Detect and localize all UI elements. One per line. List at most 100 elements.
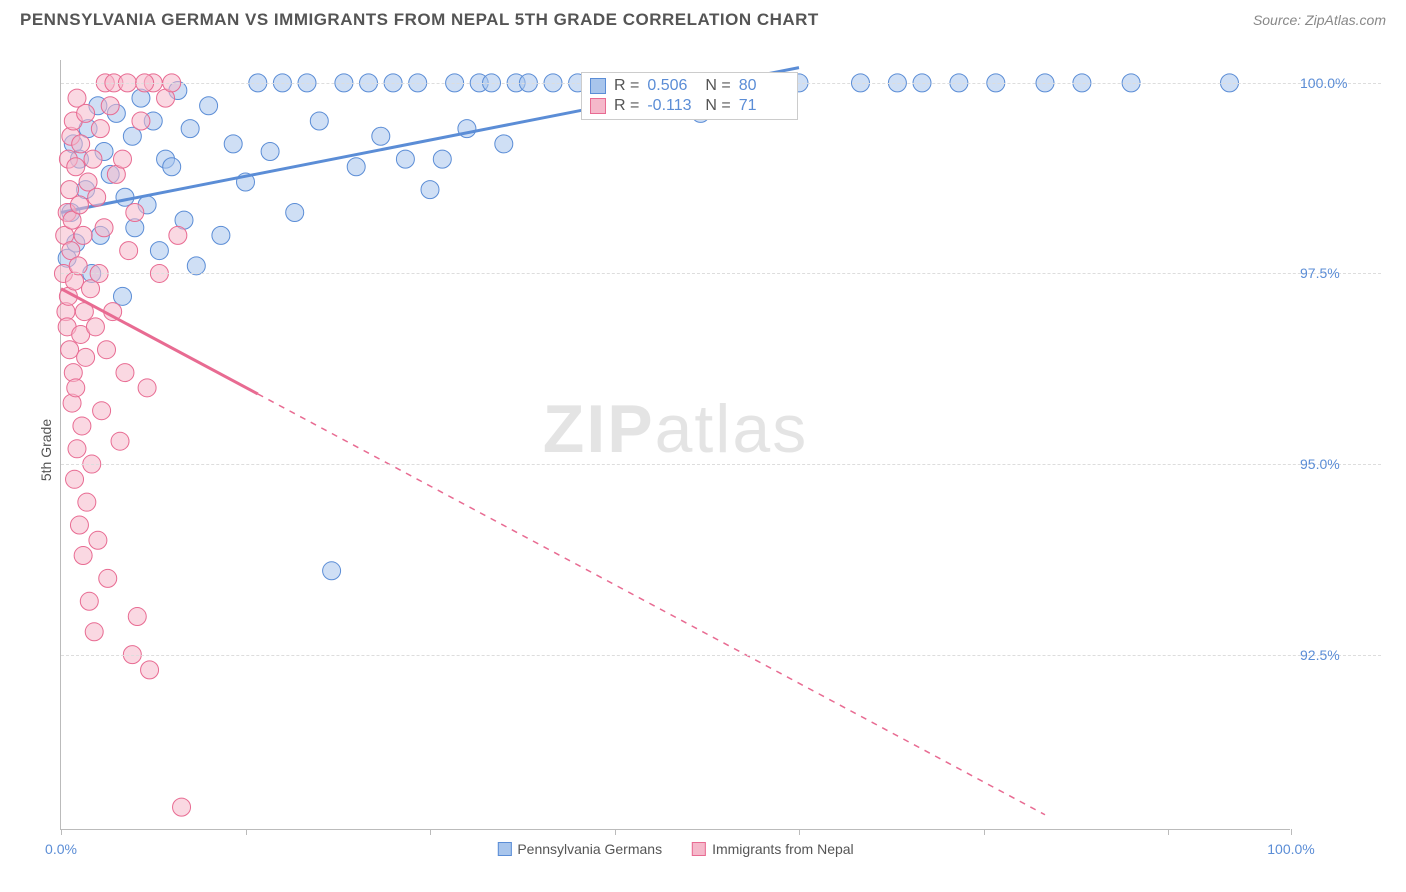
scatter-point [138,379,156,397]
stats-n-label: N = [705,97,730,115]
scatter-point [132,112,150,130]
stats-swatch [590,78,606,94]
scatter-point [421,181,439,199]
scatter-point [310,112,328,130]
scatter-point [73,417,91,435]
scatter-point [120,242,138,260]
scatter-point [61,181,79,199]
y-tick-label: 92.5% [1300,647,1370,663]
scatter-point [169,226,187,244]
scatter-point [126,203,144,221]
scatter-point [433,150,451,168]
y-axis-label: 5th Grade [38,419,54,481]
stats-r-value: 0.506 [647,77,697,95]
scatter-point [89,531,107,549]
scatter-point [396,150,414,168]
scatter-point [141,661,159,679]
scatter-point [93,402,111,420]
scatter-point [224,135,242,153]
stats-r-value: -0.113 [647,97,697,115]
scatter-point [72,135,90,153]
x-tick [615,829,616,835]
scatter-point [128,608,146,626]
stats-n-label: N = [705,77,730,95]
scatter-point [101,97,119,115]
x-tick [1168,829,1169,835]
legend-item: Pennsylvania Germans [497,841,662,857]
scatter-point [77,104,95,122]
source-attribution: Source: ZipAtlas.com [1253,12,1386,28]
scatter-point [86,318,104,336]
scatter-point [99,569,117,587]
chart-svg [61,60,1290,829]
scatter-point [67,379,85,397]
scatter-point [212,226,230,244]
x-tick-label: 0.0% [45,841,77,857]
gridline [61,464,1381,465]
scatter-point [88,188,106,206]
scatter-point [114,287,132,305]
x-tick [61,829,62,835]
scatter-point [200,97,218,115]
scatter-point [372,127,390,145]
stats-r-label: R = [614,97,639,115]
scatter-point [95,219,113,237]
scatter-point [84,150,102,168]
stats-n-value: 71 [739,97,789,115]
scatter-point [69,257,87,275]
legend-swatch [692,842,706,856]
trend-line [61,289,258,394]
scatter-point [80,592,98,610]
stats-box: R = 0.506 N = 80 R = -0.113 N = 71 [581,72,798,120]
stats-row: R = 0.506 N = 80 [590,77,789,95]
legend-swatch [497,842,511,856]
scatter-point [91,120,109,138]
y-tick-label: 95.0% [1300,456,1370,472]
stats-r-label: R = [614,77,639,95]
scatter-point [67,158,85,176]
y-tick-label: 100.0% [1300,75,1370,91]
scatter-point [78,493,96,511]
stats-n-value: 80 [739,77,789,95]
x-tick [984,829,985,835]
scatter-point [70,196,88,214]
stats-swatch [590,98,606,114]
scatter-point [261,142,279,160]
scatter-point [323,562,341,580]
x-tick [1291,829,1292,835]
scatter-point [150,242,168,260]
scatter-point [61,341,79,359]
stats-row: R = -0.113 N = 71 [590,97,789,115]
gridline [61,273,1381,274]
trend-line-extrapolated [258,394,1045,815]
chart-container: 5th Grade ZIPatlas 92.5%95.0%97.5%100.0%… [50,45,1390,855]
scatter-point [114,150,132,168]
legend-item: Immigrants from Nepal [692,841,854,857]
scatter-point [111,432,129,450]
scatter-point [286,203,304,221]
scatter-point [74,547,92,565]
scatter-point [187,257,205,275]
scatter-point [66,470,84,488]
scatter-point [181,120,199,138]
scatter-point [70,516,88,534]
x-tick [799,829,800,835]
scatter-point [85,623,103,641]
gridline [61,655,1381,656]
x-tick [430,829,431,835]
chart-title: PENNSYLVANIA GERMAN VS IMMIGRANTS FROM N… [20,10,819,30]
legend-label: Immigrants from Nepal [712,841,854,857]
scatter-point [98,341,116,359]
legend: Pennsylvania Germans Immigrants from Nepa… [497,841,853,857]
scatter-point [173,798,191,816]
scatter-point [68,440,86,458]
y-tick-label: 97.5% [1300,265,1370,281]
x-tick-label: 100.0% [1267,841,1314,857]
x-tick [246,829,247,835]
legend-label: Pennsylvania Germans [517,841,662,857]
scatter-point [163,158,181,176]
plot-area: ZIPatlas 92.5%95.0%97.5%100.0%0.0%100.0%… [60,60,1290,830]
scatter-point [74,226,92,244]
scatter-point [77,348,95,366]
scatter-point [116,364,134,382]
